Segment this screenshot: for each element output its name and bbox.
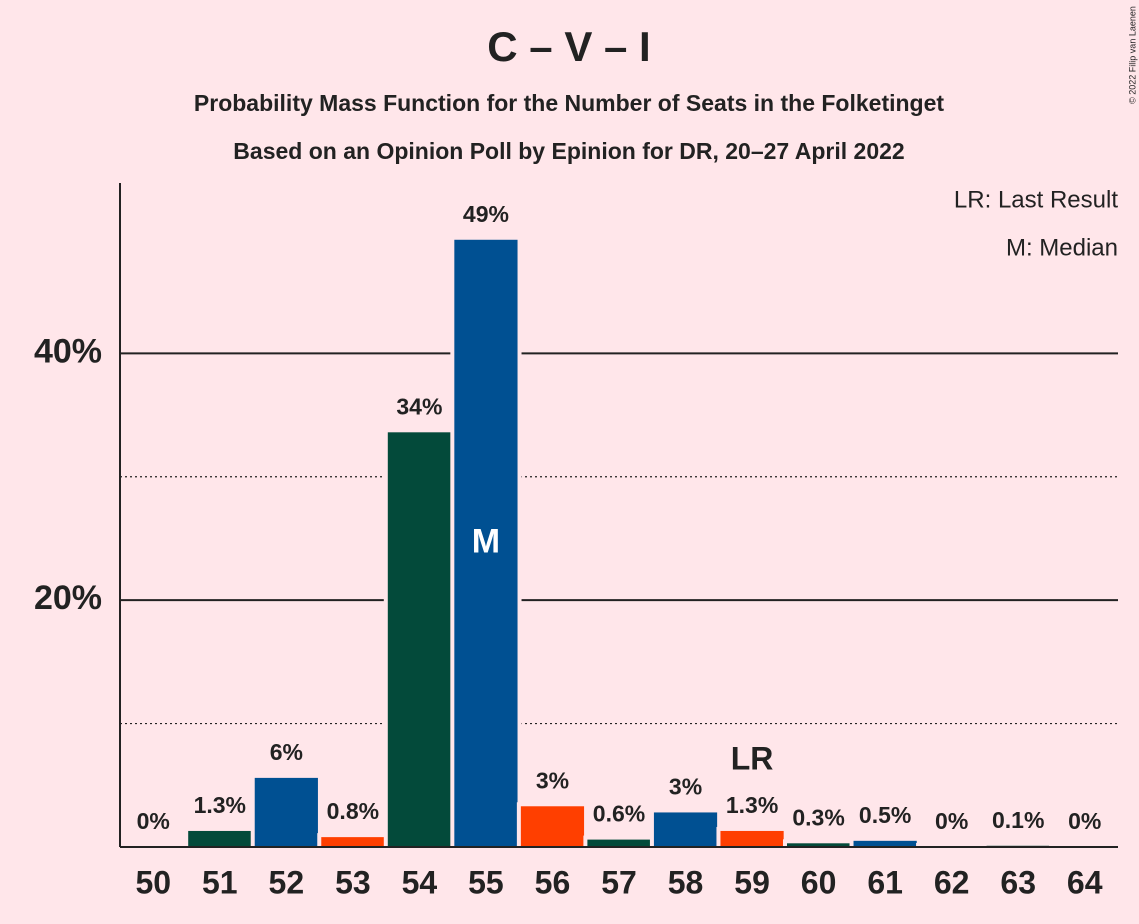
value-label: 3% — [669, 774, 702, 800]
legend-entry: M: Median — [1006, 234, 1118, 261]
value-label: 0% — [935, 808, 968, 834]
subtitle: Based on an Opinion Poll by Epinion for … — [233, 138, 904, 164]
value-label: 0.3% — [792, 804, 844, 830]
x-tick-label: 54 — [402, 864, 438, 900]
bar — [587, 839, 651, 847]
value-label: 0.5% — [859, 802, 911, 828]
copyright: © 2022 Filip van Laenen — [1127, 6, 1137, 104]
x-tick-label: 60 — [801, 864, 837, 900]
bar-gap — [782, 839, 855, 847]
bar — [321, 837, 385, 847]
x-tick-label: 53 — [335, 864, 371, 900]
bar — [188, 830, 252, 847]
value-label: 0.1% — [992, 807, 1044, 833]
bar — [454, 239, 518, 847]
last-result-marker: LR — [731, 740, 774, 776]
x-tick-label: 64 — [1067, 864, 1103, 900]
bar — [853, 840, 917, 847]
bar — [520, 806, 585, 847]
value-label: 0.8% — [327, 798, 379, 824]
x-tick-label: 52 — [269, 864, 305, 900]
value-label: 49% — [463, 201, 509, 227]
value-label: 34% — [396, 393, 442, 419]
bar — [653, 812, 718, 847]
x-tick-label: 61 — [867, 864, 903, 900]
x-tick-label: 51 — [202, 864, 238, 900]
bar — [786, 843, 851, 847]
value-label: 0% — [1068, 808, 1101, 834]
x-tick-label: 57 — [601, 864, 637, 900]
subtitle: Probability Mass Function for the Number… — [194, 90, 944, 116]
x-tick-label: 56 — [535, 864, 571, 900]
value-label: 1.3% — [194, 792, 246, 818]
bar-gap — [916, 843, 988, 847]
value-label: 0% — [137, 808, 170, 834]
legend-entry: LR: Last Result — [954, 186, 1118, 213]
bar-gap — [1049, 843, 1121, 847]
x-tick-label: 63 — [1000, 864, 1036, 900]
chart-title: C – V – I — [487, 23, 650, 70]
value-label: 0.6% — [593, 801, 645, 827]
value-label: 6% — [270, 739, 303, 765]
x-tick-label: 58 — [668, 864, 704, 900]
x-tick-label: 62 — [934, 864, 970, 900]
value-label: 1.3% — [726, 792, 778, 818]
x-tick-label: 59 — [734, 864, 770, 900]
y-tick-label: 20% — [34, 579, 102, 617]
bar — [720, 830, 784, 847]
bar-gap — [982, 841, 1054, 847]
x-tick-label: 50 — [135, 864, 171, 900]
x-tick-label: 55 — [468, 864, 504, 900]
value-label: 3% — [536, 767, 569, 793]
bar — [387, 432, 452, 847]
median-marker: M — [472, 522, 500, 560]
bar — [254, 777, 318, 847]
bar-gap — [117, 843, 189, 847]
y-tick-label: 40% — [34, 332, 102, 370]
